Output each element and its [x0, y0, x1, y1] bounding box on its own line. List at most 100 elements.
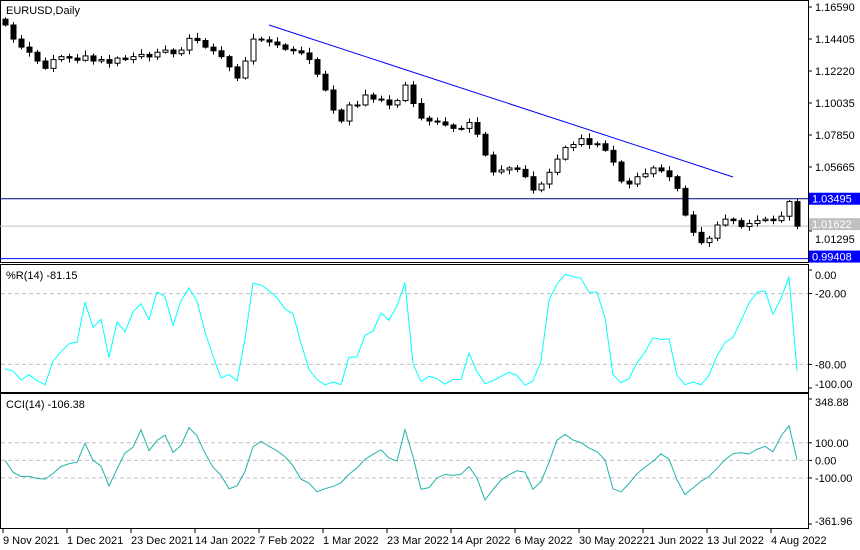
candle	[378, 95, 385, 103]
candle-body	[674, 176, 681, 189]
candle	[242, 56, 249, 80]
time-tick-label: 21 Jun 2022	[643, 535, 704, 547]
cci-title: CCI(14) -106.38	[6, 399, 85, 411]
candle-body	[146, 53, 153, 58]
candle	[42, 57, 49, 70]
candle-body	[186, 37, 193, 51]
candle-body	[786, 201, 793, 217]
price-pane[interactable]: 1.16590 1.14405 1.12220 1.10035 1.07850 1.056…	[0, 0, 860, 264]
candle-body	[794, 201, 801, 227]
candle	[490, 151, 497, 176]
candle	[202, 38, 209, 49]
candle-body	[458, 127, 465, 130]
candle-body	[778, 215, 785, 222]
candle	[162, 45, 169, 54]
candle-body	[50, 59, 57, 69]
candle	[330, 85, 337, 114]
candle-body	[122, 57, 129, 61]
candle	[418, 98, 425, 121]
candle	[346, 102, 353, 126]
candle	[82, 50, 89, 62]
candle-body	[498, 169, 505, 173]
candle	[426, 115, 433, 126]
wpr-pane-frame	[0, 264, 809, 393]
candle-body	[490, 154, 497, 173]
candle	[594, 141, 601, 148]
candle	[450, 123, 457, 133]
candle	[18, 34, 25, 50]
candle	[482, 131, 489, 157]
candle-body	[154, 51, 161, 58]
time-tick-label: 23 Mar 2022	[387, 535, 449, 547]
candle-body	[330, 89, 337, 111]
candle	[122, 55, 129, 62]
candle-body	[666, 170, 673, 178]
candle-body	[562, 146, 569, 160]
candle	[746, 219, 753, 231]
candle	[34, 49, 41, 64]
candle	[738, 217, 745, 229]
candle-body	[106, 59, 113, 64]
candle	[90, 53, 97, 65]
price-tick-label: 1.16590	[815, 2, 855, 14]
time-tick-label: 6 May 2022	[515, 535, 572, 547]
candle-body	[418, 102, 425, 119]
cci-pane[interactable]: 348.88 100.00 0.00 -100.00 -361.96	[0, 393, 853, 529]
candle-body	[170, 49, 177, 55]
candle	[586, 133, 593, 149]
candle	[314, 57, 321, 78]
cci-tick-label: 0.00	[815, 455, 836, 467]
candle	[522, 165, 529, 179]
cci-pane-frame	[0, 393, 809, 529]
candle-body	[346, 104, 353, 122]
price-tick-label: 1.07850	[815, 130, 855, 142]
candle-body	[746, 223, 753, 227]
candle-body	[650, 167, 657, 175]
candle	[770, 215, 777, 225]
candle-body	[138, 53, 145, 58]
candle	[442, 117, 449, 127]
candle-body	[18, 38, 25, 48]
time-tick-label: 14 Jan 2022	[195, 535, 256, 547]
cci-tick-label: -361.96	[815, 516, 852, 528]
candle	[322, 70, 329, 92]
support-price-label-bg	[809, 250, 860, 263]
wpr-title: %R(14) -81.15	[6, 270, 78, 282]
candle	[506, 166, 513, 175]
time-tick-label: 14 Apr 2022	[451, 535, 510, 547]
candle-body	[290, 48, 297, 52]
candle	[274, 37, 281, 48]
candle	[706, 235, 713, 247]
cci-line	[4, 424, 798, 502]
candle-body	[130, 56, 137, 61]
candle	[138, 49, 145, 59]
candle-body	[362, 94, 369, 106]
price-tick-label: 1.12220	[815, 66, 855, 78]
price-pane-frame	[0, 0, 809, 263]
wpr-tick-label: -80.00	[815, 359, 846, 371]
price-tick-label: 1.05665	[815, 162, 855, 174]
candle	[306, 47, 313, 64]
williams-r-pane[interactable]: 0.00 -20.00 -80.00 -100.00	[0, 264, 853, 393]
candle	[386, 95, 393, 110]
candle	[226, 54, 233, 72]
time-tick-label: 7 Feb 2022	[259, 535, 315, 547]
candle-body	[234, 66, 241, 79]
candle-body	[282, 44, 289, 50]
candle-body	[658, 167, 665, 172]
candle	[730, 217, 737, 225]
candle-body	[402, 84, 409, 102]
candle-body	[2, 18, 9, 26]
candle-body	[98, 59, 105, 62]
candle-body	[698, 231, 705, 244]
candle-body	[682, 187, 689, 216]
candle-body	[242, 60, 249, 79]
candle-body	[250, 38, 257, 62]
time-tick-label: 13 Jul 2022	[707, 535, 764, 547]
candle-body	[714, 224, 721, 239]
candle-body	[578, 138, 585, 145]
candle-body	[514, 167, 521, 170]
candle	[786, 199, 793, 221]
candle-body	[114, 57, 121, 64]
